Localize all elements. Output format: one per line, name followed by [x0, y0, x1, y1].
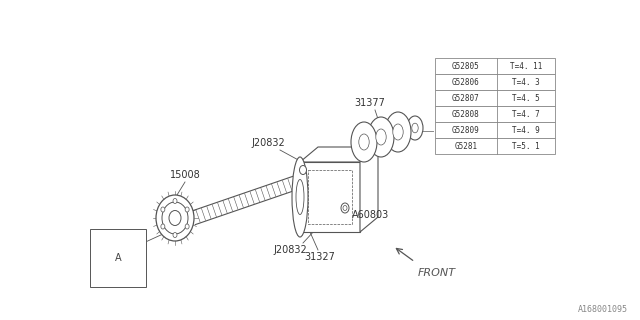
Bar: [435, 58, 555, 74]
Text: G52805: G52805: [452, 61, 480, 70]
Ellipse shape: [185, 207, 189, 212]
Text: T=4. 9: T=4. 9: [512, 125, 540, 134]
Text: FRONT: FRONT: [418, 268, 456, 278]
Ellipse shape: [412, 123, 418, 133]
Bar: [435, 122, 555, 138]
Ellipse shape: [185, 224, 189, 229]
Ellipse shape: [343, 205, 347, 211]
Ellipse shape: [385, 112, 411, 152]
Bar: [435, 106, 555, 122]
Text: G52806: G52806: [452, 77, 480, 86]
Ellipse shape: [161, 224, 165, 229]
Text: J20832: J20832: [251, 138, 285, 148]
Ellipse shape: [161, 207, 165, 212]
Text: A60803: A60803: [352, 210, 389, 220]
Text: 31377: 31377: [355, 98, 385, 108]
Bar: [300, 162, 360, 232]
Text: G52809: G52809: [452, 125, 480, 134]
Bar: [435, 90, 555, 106]
Text: T=4. 5: T=4. 5: [512, 93, 540, 102]
Bar: [435, 138, 555, 154]
Ellipse shape: [351, 122, 377, 162]
Ellipse shape: [296, 180, 304, 214]
Ellipse shape: [173, 198, 177, 204]
Ellipse shape: [359, 134, 369, 150]
Text: J20832: J20832: [273, 245, 307, 255]
Ellipse shape: [173, 233, 177, 237]
Text: A: A: [115, 253, 122, 263]
Ellipse shape: [300, 165, 307, 174]
Ellipse shape: [341, 203, 349, 213]
Bar: [435, 74, 555, 90]
Text: G5281: G5281: [454, 141, 477, 150]
Text: 15008: 15008: [170, 170, 200, 180]
Text: G52808: G52808: [452, 109, 480, 118]
Text: 31327: 31327: [305, 252, 335, 262]
Text: T=4. 11: T=4. 11: [510, 61, 542, 70]
Text: T=4. 3: T=4. 3: [512, 77, 540, 86]
Text: G52807: G52807: [452, 93, 480, 102]
Polygon shape: [360, 147, 378, 232]
Text: T=5. 1: T=5. 1: [512, 141, 540, 150]
Ellipse shape: [162, 202, 188, 234]
Text: A168001095: A168001095: [578, 305, 628, 314]
Ellipse shape: [407, 116, 423, 140]
Ellipse shape: [292, 157, 308, 237]
Text: T=4. 7: T=4. 7: [512, 109, 540, 118]
Ellipse shape: [169, 211, 181, 226]
Ellipse shape: [156, 195, 194, 241]
Polygon shape: [300, 147, 378, 162]
Bar: [308, 170, 352, 224]
Ellipse shape: [368, 117, 394, 157]
Ellipse shape: [393, 124, 403, 140]
Ellipse shape: [376, 129, 386, 145]
